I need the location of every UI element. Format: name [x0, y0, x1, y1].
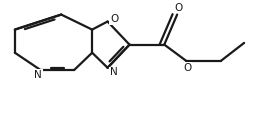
Text: O: O [174, 3, 183, 13]
Text: N: N [110, 67, 118, 77]
Text: O: O [110, 14, 118, 24]
Text: O: O [183, 63, 192, 73]
Text: N: N [34, 70, 42, 80]
